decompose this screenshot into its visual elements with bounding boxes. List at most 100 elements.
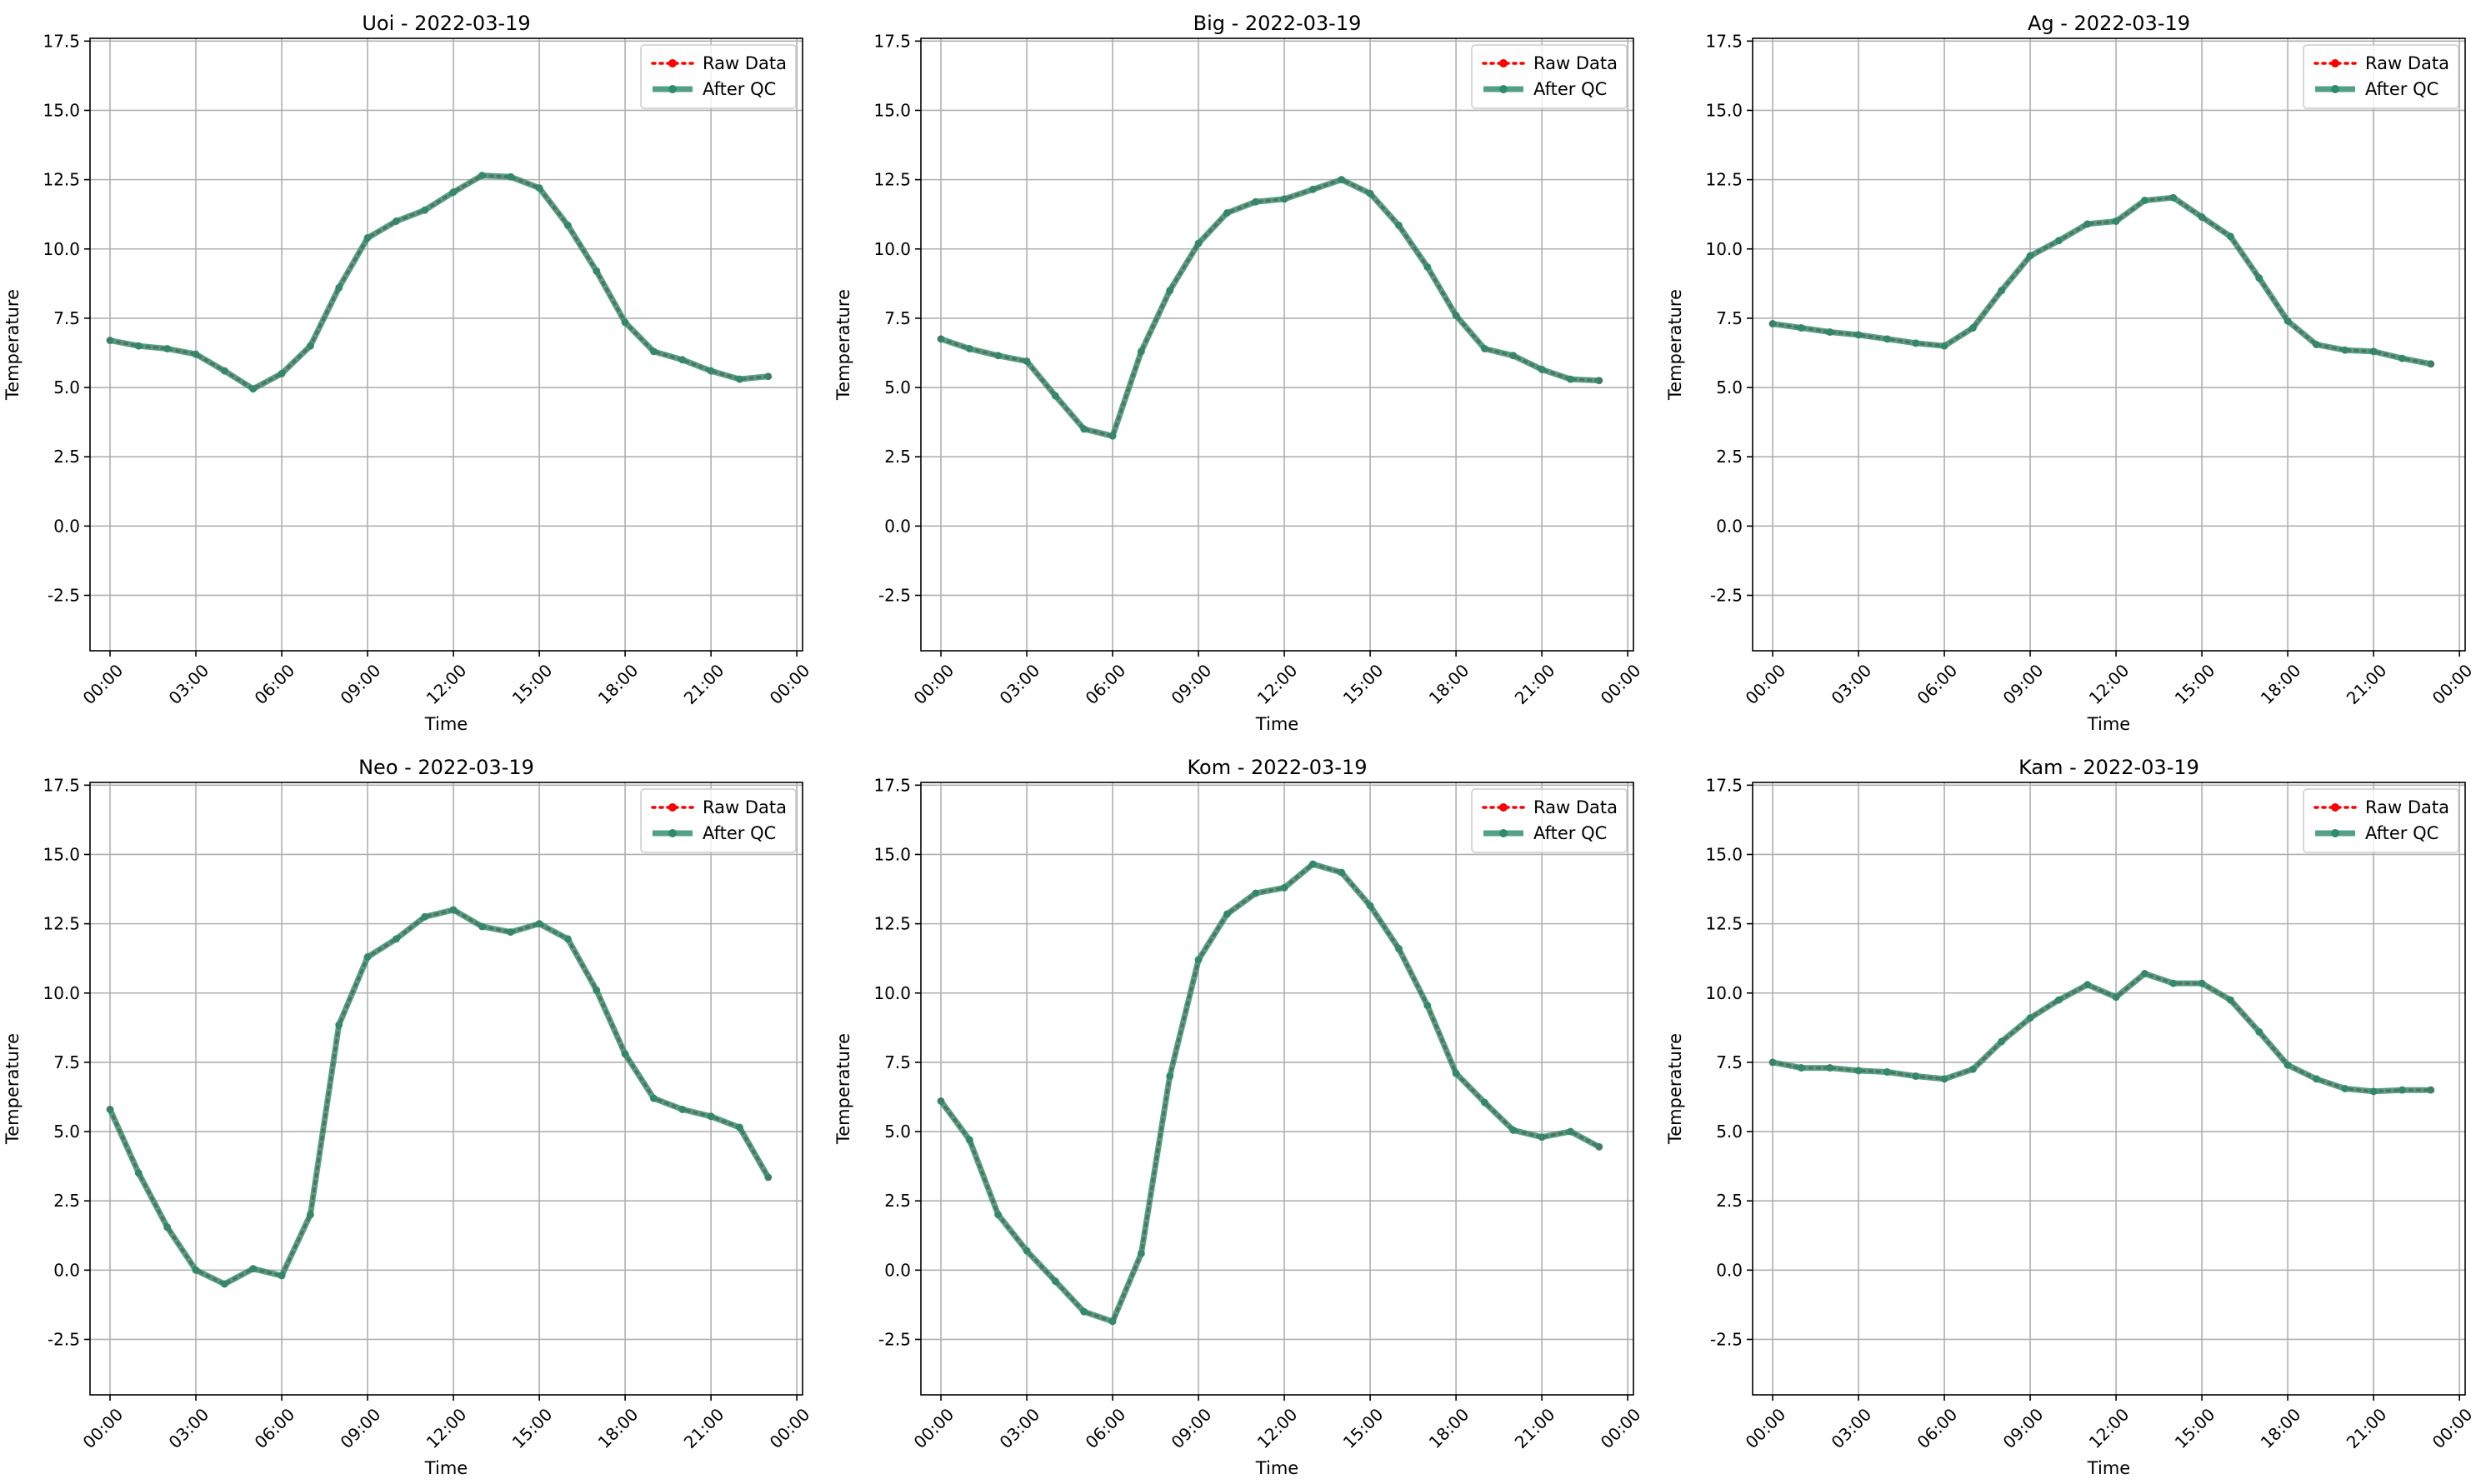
data-point: [2255, 274, 2263, 282]
legend-entry-after-qc: After QC: [2315, 823, 2438, 843]
x-tick-label: 00:00: [2428, 1404, 2477, 1452]
x-tick-label: 15:00: [1339, 660, 1388, 708]
x-tick-label: 00:00: [910, 1404, 958, 1452]
legend-marker: [2331, 85, 2339, 93]
data-point: [1080, 1307, 1088, 1316]
data-point: [2312, 1075, 2320, 1083]
y-tick-label: 10.0: [1705, 239, 1743, 259]
x-tick-label: 18:00: [2257, 1404, 2305, 1452]
x-tick-label: 12:00: [423, 660, 471, 708]
y-tick-label: 17.5: [43, 775, 80, 795]
x-tick-label: 00:00: [79, 1404, 128, 1452]
data-point: [2226, 232, 2234, 241]
data-point: [1394, 945, 1403, 953]
data-point: [106, 337, 114, 345]
data-point: [1166, 1072, 1174, 1081]
data-point: [249, 385, 258, 393]
series-after-qc: [1768, 969, 2435, 1096]
subplot-5: -2.5 0.0 2.5 5.0 7.5 10.0 12.5 15.0 17.5 00:00 03:…: [833, 756, 1644, 1478]
subplot-title: Big - 2022-03-19: [1193, 12, 1362, 35]
y-axis-label: Temperature: [3, 1033, 23, 1145]
data-point: [2369, 1087, 2378, 1096]
legend: Raw Data After QC: [2303, 788, 2459, 853]
series-line: [107, 907, 771, 1287]
x-tick-label: 00:00: [766, 1404, 814, 1452]
legend-label: Raw Data: [2365, 797, 2449, 817]
data-point: [1883, 335, 1891, 343]
y-tick-label: 15.0: [873, 100, 911, 120]
data-point: [392, 217, 400, 226]
legend-marker: [1499, 829, 1508, 837]
y-tick-label: 2.5: [884, 1191, 911, 1211]
data-point: [1538, 1133, 1546, 1142]
x-tick-label: 21:00: [1511, 660, 1559, 708]
legend-marker: [2331, 829, 2339, 837]
grid-lines: [921, 782, 1633, 1395]
series-line: [109, 172, 769, 392]
x-axis-label: Time: [424, 714, 468, 734]
series-after-qc: [937, 860, 1603, 1326]
x-tick-label: 12:00: [2085, 660, 2133, 708]
data-point: [220, 1280, 228, 1288]
legend-entry-after-qc: After QC: [653, 823, 776, 843]
series-after-qc: [106, 906, 773, 1288]
x-tick-label: 09:00: [1999, 1404, 2048, 1452]
data-point: [2112, 217, 2120, 226]
x-tick-label: 00:00: [1597, 1404, 1645, 1452]
subplot-1: -2.5 0.0 2.5 5.0 7.5 10.0 12.5 15.0 17.5 00:00 03:…: [3, 12, 813, 734]
x-tick-label: 03:00: [996, 1404, 1044, 1452]
y-tick-label: -2.5: [1710, 585, 1743, 605]
x-tick-label: 18:00: [594, 1404, 643, 1452]
x-tick-label: 00:00: [1742, 1404, 1790, 1452]
legend-label: Raw Data: [703, 797, 787, 817]
x-tick-label: 00:00: [1742, 660, 1790, 708]
legend-frame: [1471, 788, 1628, 853]
legend-entry-after-qc: After QC: [2315, 79, 2438, 99]
data-point: [2083, 220, 2092, 228]
data-point: [335, 283, 343, 292]
y-tick-label: 5.0: [884, 1122, 911, 1142]
data-point: [1280, 195, 1288, 203]
data-point: [2398, 354, 2406, 362]
y-tick-label: 17.5: [43, 31, 80, 51]
legend-frame: [2303, 44, 2459, 109]
data-point: [2198, 979, 2206, 987]
data-point: [563, 221, 572, 229]
y-tick-label: 17.5: [1705, 31, 1743, 51]
data-point: [1423, 262, 1432, 271]
legend-marker: [668, 85, 677, 93]
data-point: [621, 318, 629, 327]
data-point: [306, 1211, 314, 1219]
axes-frame: [89, 782, 803, 1396]
y-tick-label: 10.0: [1705, 983, 1743, 1003]
data-point: [678, 356, 687, 364]
y-axis-label: Temperature: [1665, 289, 1685, 401]
y-tick-label: 12.5: [873, 170, 911, 190]
legend-entry-after-qc: After QC: [653, 79, 776, 99]
data-point: [449, 906, 458, 914]
y-tick-label: 7.5: [884, 308, 911, 328]
series-line: [939, 177, 1601, 438]
x-tick-label: 18:00: [594, 660, 643, 708]
legend-entry-raw-data: Raw Data: [651, 53, 787, 73]
legend-entry-after-qc: After QC: [1483, 823, 1607, 843]
data-point: [1566, 375, 1574, 383]
data-point: [649, 347, 658, 356]
subplot-title: Kam - 2022-03-19: [2018, 756, 2199, 779]
legend-label: After QC: [1533, 79, 1607, 99]
data-point: [1912, 339, 1920, 347]
data-point: [2341, 1085, 2349, 1092]
data-point: [1826, 328, 1834, 337]
x-tick-label: 00:00: [1597, 660, 1645, 708]
data-point: [2169, 979, 2178, 987]
subplot-6: -2.5 0.0 2.5 5.0 7.5 10.0 12.5 15.0 17.5 00:00 03:…: [1665, 756, 2476, 1478]
data-point: [1768, 1058, 1777, 1067]
x-tick-label: 03:00: [165, 660, 213, 708]
data-point: [735, 1123, 743, 1132]
data-point: [1366, 189, 1374, 197]
x-tick-label: 06:00: [1913, 1404, 1962, 1452]
y-axis-label: Temperature: [833, 1033, 853, 1145]
data-point: [1080, 425, 1088, 433]
legend-label: After QC: [1533, 823, 1607, 843]
